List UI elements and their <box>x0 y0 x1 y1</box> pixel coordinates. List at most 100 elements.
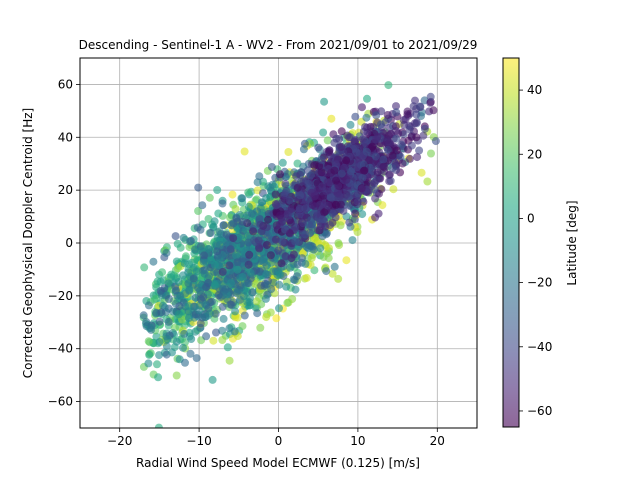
data-point <box>342 175 351 184</box>
data-point <box>351 209 360 218</box>
data-point <box>327 114 336 123</box>
data-point <box>262 194 271 203</box>
colorbar-tick-label: 0 <box>527 211 535 225</box>
y-tick-label: 40 <box>58 130 73 144</box>
data-point <box>325 148 333 156</box>
data-point <box>317 168 326 177</box>
data-point <box>350 137 359 146</box>
data-point <box>376 120 385 129</box>
data-point <box>429 106 438 115</box>
data-point <box>321 222 330 231</box>
data-point <box>271 235 280 244</box>
data-point <box>200 251 208 260</box>
data-point <box>346 120 355 129</box>
colorbar-label: Latitude [deg] <box>565 200 579 285</box>
data-point <box>232 251 241 260</box>
data-point <box>278 217 287 226</box>
data-point <box>243 298 252 306</box>
data-point <box>359 197 368 206</box>
data-point <box>399 116 408 125</box>
data-point <box>233 265 242 274</box>
data-point <box>398 159 407 168</box>
data-point <box>426 92 435 101</box>
data-point <box>334 239 343 248</box>
data-point <box>372 111 381 120</box>
data-point <box>324 254 333 263</box>
data-point <box>261 294 270 303</box>
data-point <box>328 269 337 278</box>
data-point <box>413 153 422 162</box>
data-point <box>278 158 287 167</box>
data-point <box>179 233 188 242</box>
x-axis-ticks: −20 −10 0 10 20 <box>107 428 445 448</box>
data-point <box>225 261 234 270</box>
data-point <box>193 223 202 232</box>
data-point <box>311 233 320 242</box>
data-point <box>206 229 215 237</box>
data-point <box>396 152 405 161</box>
data-point <box>245 250 254 259</box>
data-point <box>218 267 227 276</box>
data-point <box>180 329 189 338</box>
data-point <box>272 314 281 323</box>
data-point <box>262 241 271 249</box>
data-point <box>226 245 235 254</box>
data-point <box>264 215 272 224</box>
data-point <box>212 328 220 337</box>
data-point <box>379 155 388 164</box>
data-point <box>322 267 331 276</box>
data-point <box>403 110 412 119</box>
data-point <box>307 171 316 180</box>
data-point <box>352 148 361 157</box>
data-point <box>246 268 255 277</box>
data-point <box>412 110 421 119</box>
data-point <box>198 201 207 210</box>
data-point <box>244 279 253 288</box>
data-point <box>218 336 227 344</box>
data-point <box>330 166 339 175</box>
data-point <box>330 262 339 271</box>
data-point <box>144 337 153 346</box>
data-point <box>240 311 249 320</box>
x-tick-label: 10 <box>350 434 365 448</box>
data-point <box>384 81 393 90</box>
data-point <box>194 306 203 315</box>
data-point <box>225 356 234 365</box>
data-point <box>244 188 253 197</box>
data-point <box>256 220 265 229</box>
data-point <box>389 185 398 194</box>
data-point <box>248 209 256 218</box>
data-point <box>269 267 278 276</box>
data-point <box>204 245 213 253</box>
data-point <box>255 267 264 276</box>
data-point <box>416 102 424 111</box>
data-point <box>172 337 181 346</box>
data-point <box>332 134 341 143</box>
data-point <box>372 176 381 185</box>
data-point <box>405 125 414 134</box>
data-point <box>227 221 236 230</box>
data-point <box>154 423 163 428</box>
data-point <box>233 258 242 267</box>
data-point <box>158 268 167 277</box>
data-point <box>291 237 300 246</box>
data-point <box>244 202 253 211</box>
data-point <box>297 177 306 186</box>
data-point <box>336 200 345 209</box>
data-point <box>156 286 165 295</box>
data-point <box>229 234 238 243</box>
data-point <box>277 259 286 268</box>
data-point <box>316 244 325 253</box>
data-point <box>216 241 224 249</box>
data-point <box>249 227 258 236</box>
data-point <box>257 227 266 236</box>
data-point <box>291 285 300 294</box>
data-point <box>164 317 173 326</box>
data-point <box>226 213 234 222</box>
data-point <box>230 327 239 336</box>
x-axis-label: Radial Wind Speed Model ECMWF (0.125) [m… <box>136 456 420 470</box>
x-tick-label: −10 <box>186 434 211 448</box>
data-point <box>313 210 322 219</box>
data-point <box>238 272 247 281</box>
